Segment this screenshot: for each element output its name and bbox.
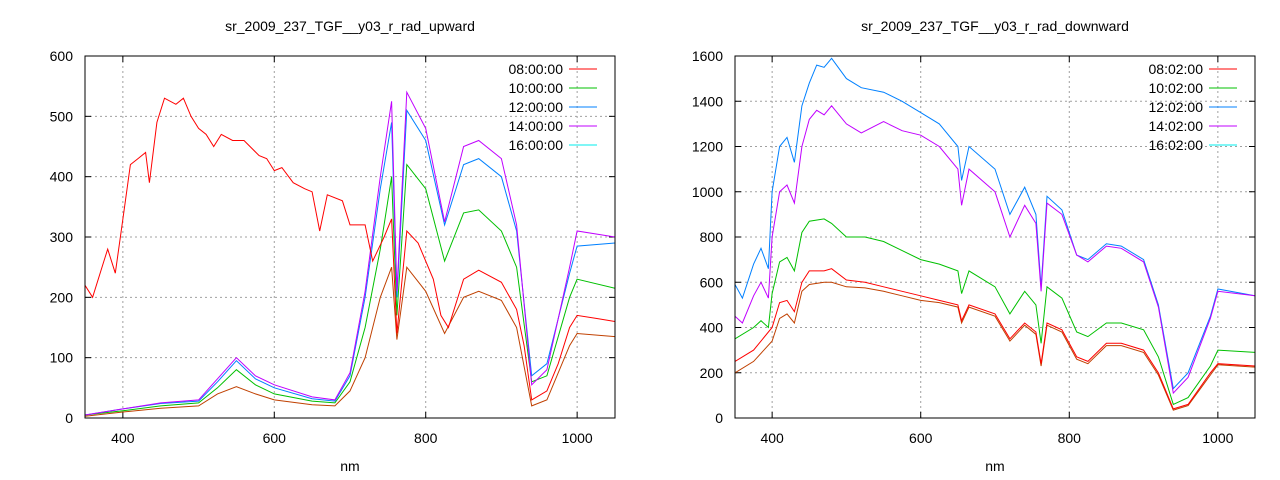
y-tick-label: 0 — [715, 410, 723, 426]
chart-title: sr_2009_237_TGF__y03_r_rad_upward — [225, 18, 475, 34]
x-tick-label: 400 — [760, 430, 784, 446]
legend-label: 14:00:00 — [509, 118, 564, 134]
legend-item: 14:02:00 — [1149, 118, 1237, 134]
series-line-14-02-00 — [735, 105, 1255, 395]
legend-label: 10:02:00 — [1149, 80, 1204, 96]
series-line-10-00-00 — [85, 163, 615, 416]
chart-title: sr_2009_237_TGF__y03_r_rad_downward — [861, 18, 1129, 34]
legend-label: 12:02:00 — [1149, 99, 1204, 115]
y-tick-label: 500 — [50, 108, 74, 124]
series-line-08-00-00 — [85, 97, 615, 401]
legend-item: 12:02:00 — [1149, 99, 1237, 115]
legend-label: 14:02:00 — [1149, 118, 1204, 134]
legend-label: 16:00:00 — [509, 137, 564, 153]
series-line-16-00-00 — [85, 265, 615, 417]
y-tick-label: 600 — [50, 48, 74, 64]
x-tick-label: 800 — [414, 430, 438, 446]
legend-item: 16:02:00 — [1149, 137, 1237, 153]
series-line-12-02-00 — [735, 57, 1255, 390]
legend-label: 12:00:00 — [509, 99, 564, 115]
series-line-16-02-00 — [735, 281, 1255, 411]
legend-label: 08:02:00 — [1149, 61, 1204, 77]
y-tick-label: 1400 — [692, 93, 723, 109]
x-tick-label: 600 — [909, 430, 933, 446]
x-axis-label: nm — [985, 458, 1004, 474]
legend: 08:02:00 10:02:00 12:02:00 14:02:00 16:02:00 — [1149, 61, 1237, 153]
series-line-08-02-00 — [735, 268, 1255, 410]
x-tick-label: 400 — [111, 430, 135, 446]
y-tick-label: 1000 — [692, 184, 723, 200]
legend-label: 10:00:00 — [509, 80, 564, 96]
legend-item: 10:02:00 — [1149, 80, 1237, 96]
x-tick-label: 1000 — [1202, 430, 1233, 446]
series-line-10-02-00 — [735, 218, 1255, 406]
legend-item: 10:00:00 — [509, 80, 597, 96]
legend-item: 08:00:00 — [509, 61, 597, 77]
y-tick-label: 1200 — [692, 139, 723, 155]
legend-item: 12:00:00 — [509, 99, 597, 115]
x-tick-label: 1000 — [562, 430, 593, 446]
plot-frame — [84, 55, 616, 419]
x-tick-label: 600 — [263, 430, 287, 446]
series-line-12-00-00 — [85, 108, 615, 416]
legend: 08:00:00 10:00:00 12:00:00 14:00:00 16:00:00 — [509, 61, 597, 153]
y-tick-label: 0 — [65, 410, 73, 426]
plot-frame — [734, 55, 1256, 419]
y-tick-label: 400 — [700, 320, 724, 336]
y-tick-label: 300 — [50, 229, 74, 245]
y-tick-label: 600 — [700, 274, 724, 290]
y-tick-label: 100 — [50, 350, 74, 366]
y-tick-label: 400 — [50, 169, 74, 185]
y-tick-label: 200 — [50, 289, 74, 305]
series-line-14-00-00 — [85, 90, 615, 416]
legend-item: 16:00:00 — [509, 137, 597, 153]
legend-label: 16:02:00 — [1149, 137, 1204, 153]
legend-label: 08:00:00 — [509, 61, 564, 77]
legend-item: 14:00:00 — [509, 118, 597, 134]
x-tick-label: 800 — [1058, 430, 1082, 446]
y-tick-label: 200 — [700, 365, 724, 381]
x-axis-label: nm — [340, 458, 359, 474]
y-tick-label: 800 — [700, 229, 724, 245]
legend-item: 08:02:00 — [1149, 61, 1237, 77]
y-tick-label: 1600 — [692, 48, 723, 64]
